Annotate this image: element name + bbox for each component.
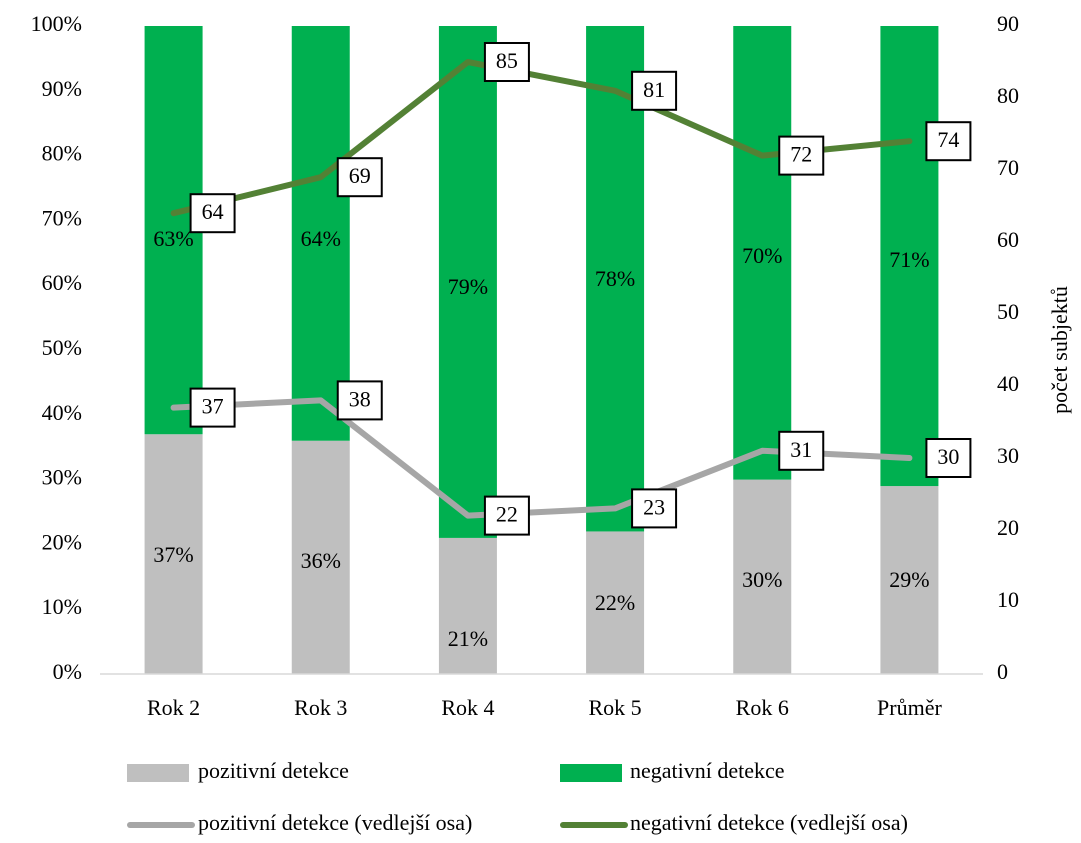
right-tick-label: 90 bbox=[997, 11, 1019, 36]
legend-label-positive: pozitivní detekce bbox=[198, 758, 349, 783]
line-data-label-box bbox=[925, 438, 972, 478]
left-tick-label: 30% bbox=[42, 465, 82, 490]
line-data-label-positive: 22 bbox=[496, 502, 518, 527]
right-axis-title: počet subjektů bbox=[1047, 286, 1072, 414]
left-axis-ticks: 0% 10% 20% 30% 40% 50% 60% 70% 80% 90% 100% bbox=[31, 11, 82, 684]
line-data-label-positive: 37 bbox=[202, 394, 224, 419]
legend-label-line-negative: negativní detekce (vedlejší osa) bbox=[630, 810, 908, 835]
bar-label-positive: 21% bbox=[448, 626, 488, 651]
bar-label-negative: 63% bbox=[153, 226, 193, 251]
line-data-label-negative: 69 bbox=[349, 163, 371, 188]
category-label: Rok 3 bbox=[294, 695, 347, 720]
bar-negative bbox=[880, 26, 939, 487]
bar-label-positive: 22% bbox=[595, 590, 635, 615]
left-tick-label: 80% bbox=[42, 141, 82, 166]
line-data-label-negative: 85 bbox=[496, 48, 518, 73]
bar-label-negative: 79% bbox=[448, 274, 488, 299]
bar-label-negative: 70% bbox=[742, 243, 782, 268]
data-label-layer: 37 38 22 23 31 30 64 69 85 81 72 74 bbox=[189, 42, 972, 536]
right-axis-ticks: 0 10 20 30 40 50 60 70 80 90 bbox=[997, 11, 1019, 684]
line-data-label-box bbox=[189, 193, 236, 234]
line-data-label-positive: 30 bbox=[937, 444, 959, 469]
line-data-label-positive: 31 bbox=[790, 437, 812, 462]
bar-negative bbox=[733, 26, 792, 480]
left-tick-label: 0% bbox=[53, 659, 82, 684]
right-tick-label: 30 bbox=[997, 443, 1019, 468]
left-tick-label: 50% bbox=[42, 335, 82, 360]
left-tick-label: 40% bbox=[42, 400, 82, 425]
right-tick-label: 50 bbox=[997, 299, 1019, 324]
left-tick-label: 20% bbox=[42, 529, 82, 554]
category-label: Rok 5 bbox=[588, 695, 641, 720]
left-tick-label: 10% bbox=[42, 594, 82, 619]
percent-label-layer: 37% 63% 36% 64% 21% 79% 22% 78% 30% 70% 29% 71% bbox=[153, 226, 929, 651]
category-label: Rok 2 bbox=[147, 695, 200, 720]
legend-label-negative: negativní detekce bbox=[630, 758, 785, 783]
line-data-label-box bbox=[336, 157, 383, 198]
legend-swatch-positive bbox=[127, 764, 189, 782]
line-data-label-negative: 72 bbox=[790, 142, 812, 167]
line-data-label-negative: 64 bbox=[202, 199, 224, 224]
right-tick-label: 60 bbox=[997, 227, 1019, 252]
line-data-label-box bbox=[631, 70, 678, 111]
line-data-label-box bbox=[925, 121, 972, 162]
left-tick-label: 70% bbox=[42, 205, 82, 230]
category-label: Rok 4 bbox=[441, 695, 494, 720]
left-tick-label: 60% bbox=[42, 270, 82, 295]
bar-label-negative: 64% bbox=[301, 226, 341, 251]
bar-positive bbox=[291, 440, 350, 674]
line-data-label-positive: 38 bbox=[349, 386, 371, 411]
bar-positive bbox=[733, 479, 792, 674]
bar-positive bbox=[144, 434, 203, 674]
right-tick-label: 10 bbox=[997, 587, 1019, 612]
bar-positive bbox=[438, 537, 497, 674]
legend: pozitivní detekce negativní detekce poziti… bbox=[127, 758, 908, 835]
bar-layer bbox=[144, 26, 939, 674]
right-tick-label: 70 bbox=[997, 155, 1019, 180]
category-axis-ticks: Rok 2 Rok 3 Rok 4 Rok 5 Rok 6 Průměr bbox=[147, 695, 942, 720]
line-data-label-box bbox=[778, 430, 825, 471]
legend-label-line-positive: pozitivní detekce (vedlejší osa) bbox=[198, 810, 472, 835]
line-data-label-box bbox=[631, 488, 678, 529]
bar-negative bbox=[291, 26, 350, 441]
line-data-label-box bbox=[189, 387, 236, 428]
bar-label-negative: 71% bbox=[889, 247, 929, 272]
left-tick-label: 100% bbox=[31, 11, 82, 36]
category-label: Rok 6 bbox=[736, 695, 789, 720]
line-data-label-box bbox=[336, 380, 383, 421]
line-data-label-positive: 23 bbox=[643, 494, 665, 519]
line-data-label-box bbox=[483, 42, 530, 82]
bar-positive bbox=[586, 531, 645, 674]
bar-label-negative: 78% bbox=[595, 266, 635, 291]
right-tick-label: 80 bbox=[997, 83, 1019, 108]
bar-positive bbox=[880, 486, 939, 674]
bar-label-positive: 36% bbox=[301, 548, 341, 573]
line-data-label-box bbox=[778, 135, 825, 176]
left-tick-label: 90% bbox=[42, 76, 82, 101]
right-tick-label: 40 bbox=[997, 371, 1019, 396]
bar-label-positive: 37% bbox=[153, 542, 193, 567]
right-tick-label: 0 bbox=[997, 659, 1008, 684]
line-data-label-negative: 74 bbox=[937, 127, 959, 152]
category-label: Průměr bbox=[877, 695, 942, 720]
legend-swatch-negative bbox=[560, 764, 622, 782]
bar-negative bbox=[438, 26, 497, 538]
bar-label-positive: 29% bbox=[889, 567, 929, 592]
line-data-label-box bbox=[483, 495, 530, 536]
line-data-label-negative: 81 bbox=[643, 77, 665, 102]
bar-label-positive: 30% bbox=[742, 567, 782, 592]
right-tick-label: 20 bbox=[997, 515, 1019, 540]
